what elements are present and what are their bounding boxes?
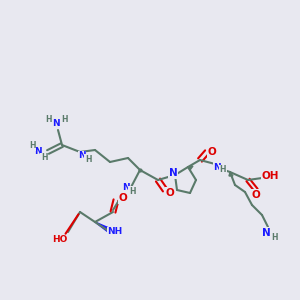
Text: O: O <box>166 188 174 198</box>
Text: O: O <box>208 147 216 157</box>
Polygon shape <box>229 172 233 176</box>
Text: O: O <box>252 190 260 200</box>
Text: NH: NH <box>107 227 123 236</box>
Text: H: H <box>41 154 47 163</box>
Text: N: N <box>34 148 42 157</box>
Text: O: O <box>118 193 127 203</box>
Text: H: H <box>220 166 226 175</box>
Text: N: N <box>213 163 221 172</box>
Text: H: H <box>61 116 67 124</box>
Text: H: H <box>85 154 91 164</box>
Text: H: H <box>29 142 35 151</box>
Text: OH: OH <box>261 171 279 181</box>
Text: H: H <box>271 232 277 242</box>
Text: H: H <box>129 187 135 196</box>
Text: N: N <box>78 152 86 160</box>
Polygon shape <box>188 166 193 170</box>
Text: N: N <box>52 119 60 128</box>
Text: N: N <box>169 168 177 178</box>
Text: HO: HO <box>52 236 68 244</box>
Text: N: N <box>262 228 270 238</box>
Text: H: H <box>45 116 51 124</box>
Polygon shape <box>95 222 109 232</box>
Text: N: N <box>122 182 130 191</box>
